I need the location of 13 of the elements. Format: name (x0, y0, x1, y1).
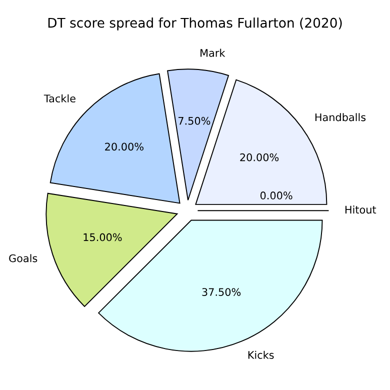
data-label: 20.00% (240, 153, 279, 162)
text: 0.00% (260, 192, 292, 200)
slice-label: Mark (200, 48, 226, 57)
category-label: Hitout (345, 206, 376, 214)
data-label: 7.50% (178, 116, 210, 125)
slice-label: Goals (9, 254, 38, 262)
slice-label: Handballs (315, 113, 366, 122)
slice-label: Tackle (44, 94, 76, 102)
chart-title: DT score spread for Thomas Fullarton (2020) (48, 18, 342, 30)
data-label: 20.00% (105, 142, 144, 151)
data-label: 15.00% (84, 233, 122, 242)
data-label: 37.50% (202, 288, 241, 296)
slice-label: Kicks (248, 350, 274, 359)
